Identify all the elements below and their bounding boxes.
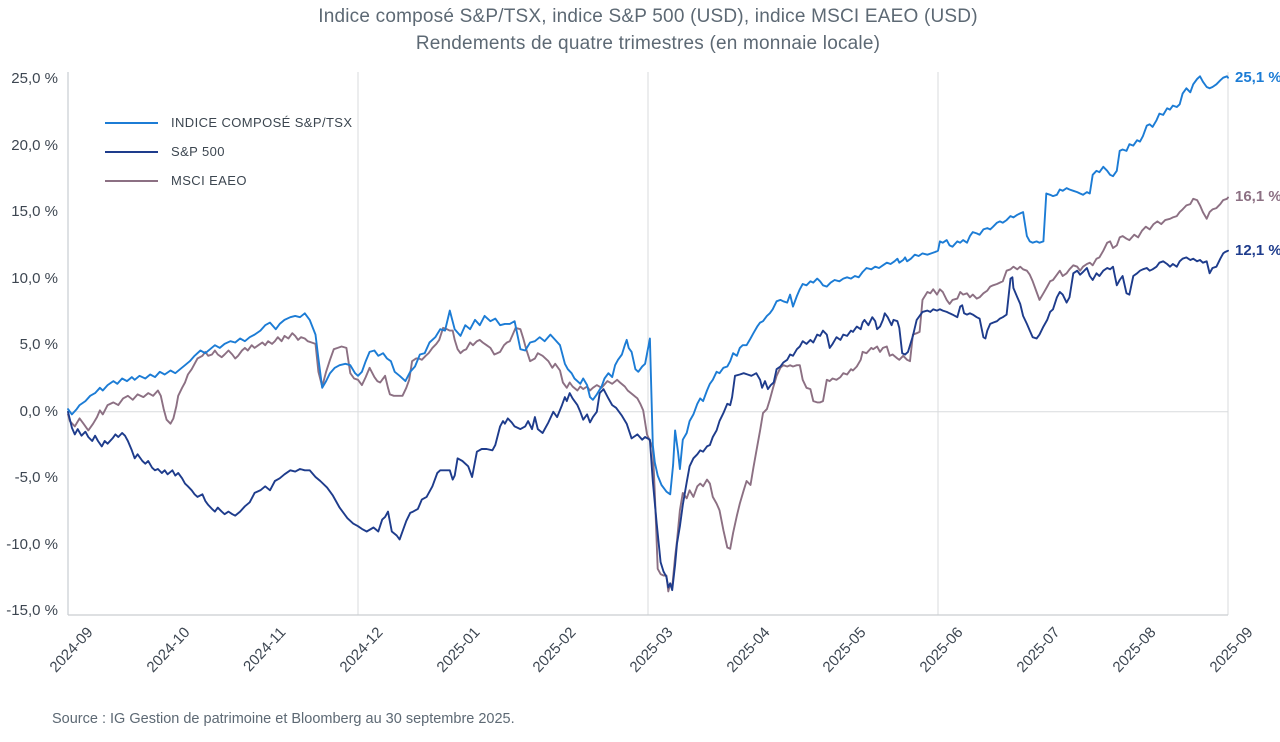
legend-line-swatch-sp500 <box>105 150 158 153</box>
end-value-label-tsx: 25,1 % <box>1235 68 1280 86</box>
source-note: Source : IG Gestion de patrimoine et Blo… <box>52 711 515 727</box>
legend-item-tsx: INDICE COMPOSÉ S&P/TSX <box>105 108 352 137</box>
y-tick-label: 15,0 % <box>11 203 58 221</box>
legend-item-sp500: S&P 500 <box>105 137 352 166</box>
chart-title: Indice composé S&P/TSX, indice S&P 500 (… <box>8 4 1280 57</box>
y-tick-label: 5,0 % <box>19 336 58 354</box>
legend-label-tsx: INDICE COMPOSÉ S&P/TSX <box>171 115 353 130</box>
y-tick-label: 20,0 % <box>11 136 58 154</box>
y-tick-label: -5,0 % <box>14 469 58 487</box>
legend-label-msci: MSCI EAEO <box>171 173 247 188</box>
end-value-label-msci: 16,1 % <box>1235 188 1280 206</box>
y-tick-label: 0,0 % <box>19 402 58 420</box>
y-tick-label: -10,0 % <box>6 535 58 553</box>
series-line-tsx <box>67 75 1229 496</box>
legend-line-swatch-msci <box>105 179 158 182</box>
chart-title-line1: Indice composé S&P/TSX, indice S&P 500 (… <box>318 6 978 27</box>
series-line-msci <box>67 196 1229 593</box>
y-tick-label: 10,0 % <box>11 269 58 287</box>
legend: INDICE COMPOSÉ S&P/TSX S&P 500 MSCI EAEO <box>105 108 352 195</box>
legend-line-swatch-tsx <box>105 121 158 124</box>
legend-item-msci: MSCI EAEO <box>105 166 352 195</box>
y-tick-label: 25,0 % <box>11 70 58 87</box>
y-tick-label: -15,0 % <box>6 602 58 620</box>
chart-title-line2: Rendements de quatre trimestres (en monn… <box>415 32 881 54</box>
series-line-sp500 <box>67 249 1229 592</box>
legend-label-sp500: S&P 500 <box>171 144 225 159</box>
end-value-label-sp500: 12,1 % <box>1235 241 1280 259</box>
